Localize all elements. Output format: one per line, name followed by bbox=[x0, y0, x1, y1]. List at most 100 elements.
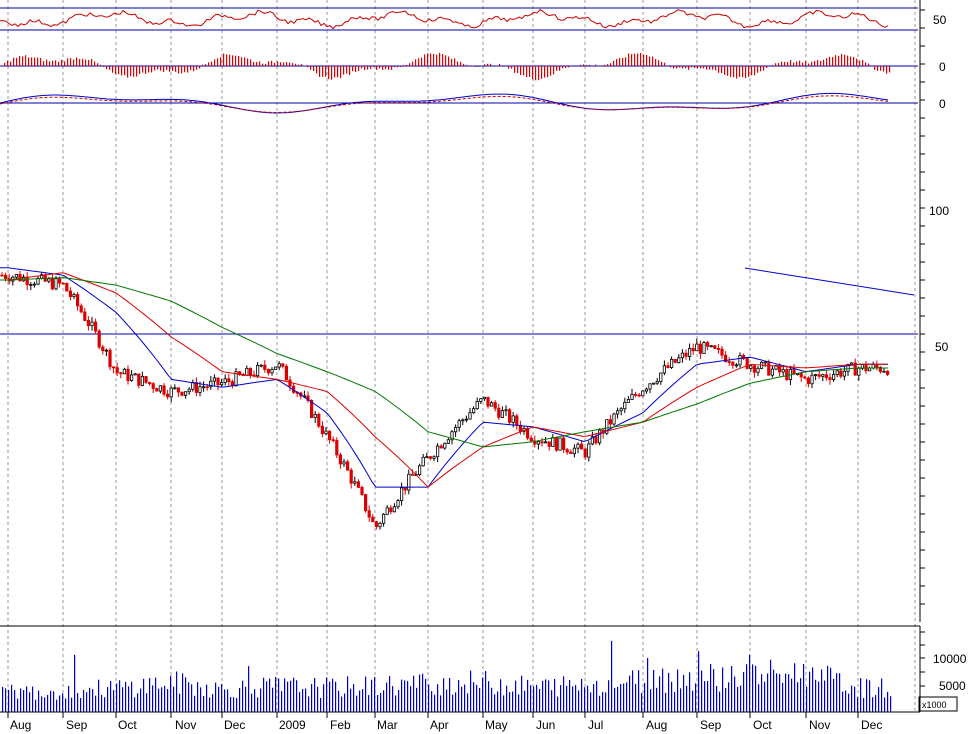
candle-body bbox=[29, 283, 33, 286]
histogram-bar bbox=[655, 59, 657, 66]
volume-bar bbox=[320, 697, 322, 712]
candle-body bbox=[137, 373, 141, 386]
month-label: Jul bbox=[588, 718, 603, 732]
candle-body bbox=[205, 386, 209, 389]
volume-bar bbox=[620, 683, 622, 712]
candle-body bbox=[612, 413, 616, 425]
candle-body bbox=[572, 447, 577, 454]
volume-bar bbox=[377, 695, 379, 712]
volume-bar bbox=[287, 681, 289, 712]
histogram-bar bbox=[118, 66, 120, 75]
histogram-bar bbox=[358, 66, 360, 72]
histogram-bar bbox=[559, 66, 561, 71]
histogram-bar bbox=[463, 63, 465, 66]
candle-body bbox=[670, 359, 674, 368]
volume-bar bbox=[563, 676, 565, 712]
histogram-bar bbox=[526, 66, 528, 78]
histogram-bar bbox=[64, 61, 66, 66]
month-label: Feb bbox=[330, 718, 351, 732]
volume-bar bbox=[728, 682, 730, 712]
histogram-bar bbox=[55, 60, 57, 66]
candle-body bbox=[176, 387, 180, 393]
volume-bar bbox=[11, 684, 13, 712]
histogram-bar bbox=[124, 66, 126, 76]
histogram-bar bbox=[373, 66, 375, 67]
histogram-bar bbox=[877, 66, 879, 71]
volume-bar bbox=[614, 687, 616, 712]
volume-bar bbox=[230, 696, 232, 712]
candle-body bbox=[396, 500, 400, 508]
candle-body bbox=[875, 363, 879, 368]
histogram-bar bbox=[103, 66, 105, 67]
volume-bar bbox=[440, 695, 442, 712]
volume-bar bbox=[278, 678, 280, 712]
candle-body bbox=[219, 382, 224, 386]
histogram-bar bbox=[634, 53, 636, 66]
volume-bar bbox=[263, 677, 265, 712]
histogram-bar bbox=[418, 58, 420, 66]
volume-bar bbox=[317, 686, 319, 712]
volume-bar bbox=[242, 680, 244, 712]
volume-bar bbox=[257, 697, 259, 712]
volume-bar bbox=[764, 681, 766, 712]
volume-bar bbox=[782, 682, 784, 712]
histogram-bar bbox=[235, 55, 237, 66]
candle-body bbox=[551, 437, 555, 447]
volume-bar bbox=[146, 693, 148, 712]
candle-body bbox=[119, 372, 123, 375]
candle-body bbox=[273, 366, 278, 370]
volume-bar bbox=[650, 689, 652, 712]
histogram-bar bbox=[277, 61, 279, 66]
histogram-bar bbox=[724, 66, 726, 75]
candle-body bbox=[511, 415, 515, 423]
volume-bar bbox=[551, 690, 553, 712]
histogram-bar bbox=[271, 60, 273, 66]
candle-body bbox=[814, 374, 818, 377]
candle-body bbox=[752, 365, 757, 373]
candle-body bbox=[277, 363, 281, 368]
candle-body bbox=[731, 361, 735, 366]
volume-bar bbox=[584, 687, 586, 712]
histogram-bar bbox=[67, 58, 69, 66]
volume-bar bbox=[251, 693, 253, 712]
volume-bar bbox=[707, 680, 709, 712]
histogram-bar bbox=[490, 63, 492, 66]
volume-bar bbox=[689, 672, 691, 712]
candle-body bbox=[673, 359, 677, 363]
candle-body bbox=[324, 430, 328, 435]
volume-bar bbox=[686, 685, 688, 712]
histogram-bar bbox=[133, 66, 135, 77]
candle-body bbox=[421, 456, 425, 467]
volume-bar bbox=[404, 680, 406, 712]
candle-body bbox=[165, 393, 170, 398]
volume-bar bbox=[482, 677, 484, 712]
histogram-bar bbox=[406, 64, 408, 66]
volume-bar bbox=[494, 694, 496, 712]
month-labels: Aug Sep Oct Nov Dec 2009 Feb Mar Apr May Jun Jul Aug… bbox=[7, 712, 882, 732]
volume-bar bbox=[389, 676, 391, 712]
volume-bar bbox=[239, 687, 241, 712]
candle-body bbox=[76, 294, 80, 307]
month-label: Apr bbox=[430, 718, 449, 732]
histogram-bar bbox=[541, 66, 543, 79]
candle-body bbox=[515, 415, 519, 426]
candle-body bbox=[68, 290, 72, 297]
candle-body bbox=[785, 369, 789, 380]
candle-body bbox=[634, 393, 638, 396]
volume-bar bbox=[668, 672, 670, 712]
candle-body bbox=[432, 456, 436, 459]
candle-body bbox=[180, 391, 184, 396]
volume-bar bbox=[395, 695, 397, 712]
volume-bar bbox=[191, 684, 193, 712]
month-label: Mar bbox=[377, 718, 398, 732]
candle-body bbox=[403, 487, 407, 491]
histogram-panel: 0 bbox=[0, 52, 946, 81]
candle-body bbox=[281, 363, 285, 367]
candle-body bbox=[54, 278, 58, 290]
candle-body bbox=[616, 410, 620, 415]
volume-bar bbox=[422, 673, 424, 712]
histogram-bar bbox=[670, 66, 672, 68]
month-label: Dec bbox=[861, 718, 882, 732]
candle-body bbox=[493, 402, 497, 409]
